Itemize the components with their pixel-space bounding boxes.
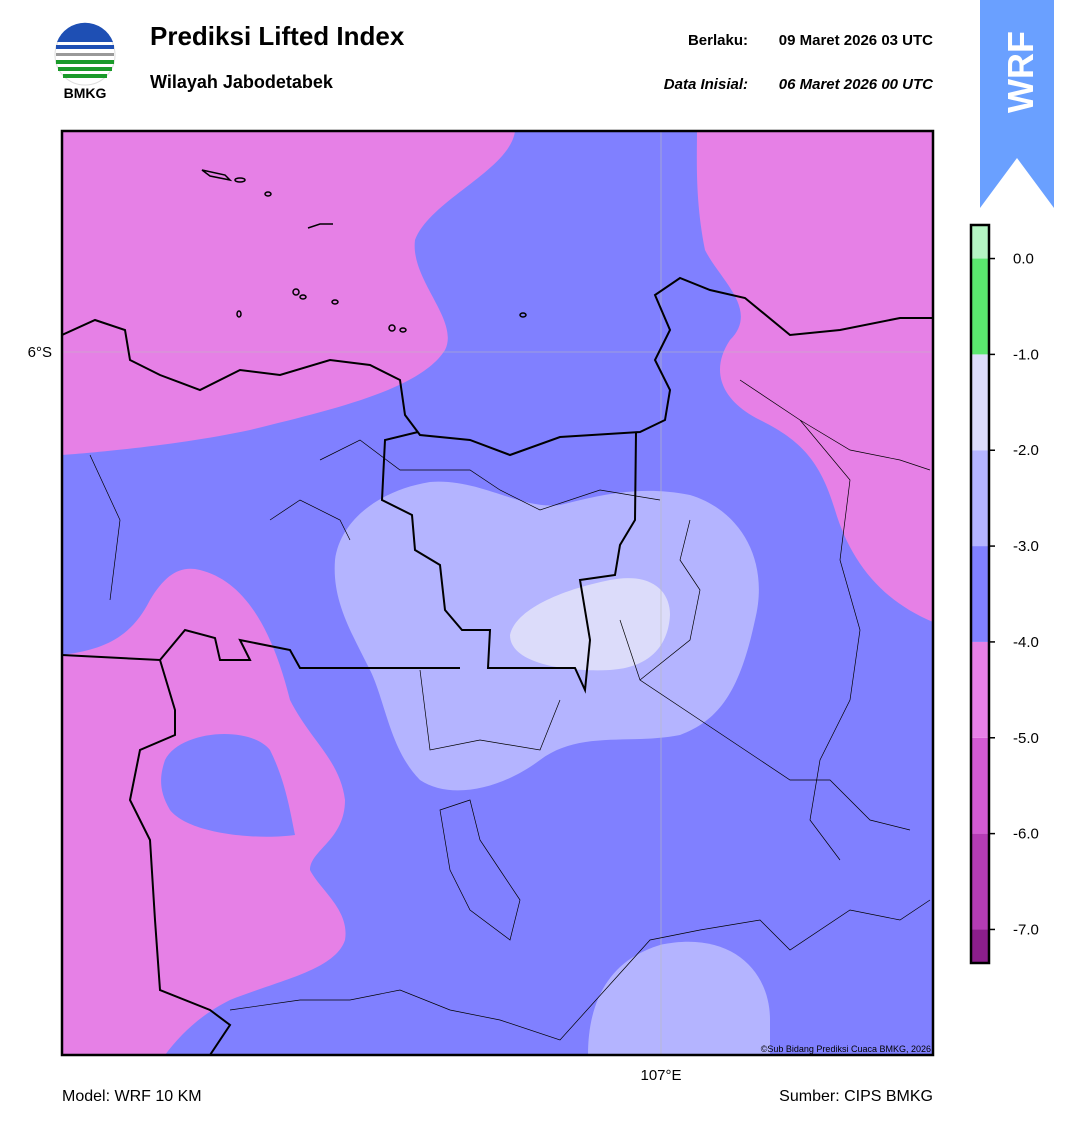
regency-border bbox=[89, 379, 931, 1041]
colorbar-tick-label: -5.0 bbox=[1013, 730, 1039, 747]
footer-source: Sumber: CIPS BMKG bbox=[779, 1088, 933, 1105]
field bbox=[588, 941, 770, 1055]
islands bbox=[201, 169, 527, 333]
badge-text: WRF bbox=[1000, 31, 1041, 113]
colorbar-segment bbox=[971, 929, 989, 963]
colorbar-tick-label: -4.0 bbox=[1013, 634, 1039, 651]
colorbar-tick-label: -7.0 bbox=[1013, 921, 1039, 938]
init-label: Data Inisial: bbox=[664, 76, 748, 93]
logo: BMKG bbox=[54, 22, 116, 101]
field bbox=[510, 578, 670, 671]
lon-label: 107°E bbox=[640, 1067, 681, 1084]
logo-text: BMKG bbox=[64, 85, 107, 101]
colorbar-tick-label: -2.0 bbox=[1013, 442, 1039, 459]
colorbar-segment bbox=[971, 833, 989, 930]
colorbar-segment bbox=[971, 641, 989, 738]
province-border bbox=[380, 431, 637, 694]
init-time: 06 Maret 2026 00 UTC bbox=[779, 76, 934, 93]
colorbar-tick-label: -1.0 bbox=[1013, 346, 1039, 363]
colorbar-segment bbox=[971, 225, 989, 259]
field bbox=[161, 733, 295, 837]
colorbar-tick-label: -6.0 bbox=[1013, 826, 1039, 843]
map bbox=[62, 131, 933, 1055]
field bbox=[696, 131, 933, 622]
colorbar-segment bbox=[971, 354, 989, 451]
title: Prediksi Lifted Index bbox=[150, 21, 405, 51]
colorbar-tick-label: 0.0 bbox=[1013, 251, 1034, 268]
colorbar-segment bbox=[971, 450, 989, 547]
badge bbox=[980, 0, 1054, 208]
coastline bbox=[62, 276, 933, 457]
colorbar-frame bbox=[969, 223, 991, 965]
province-border bbox=[62, 628, 460, 1055]
valid-label: Berlaku: bbox=[688, 32, 748, 49]
colorbar-tick-label: -3.0 bbox=[1013, 538, 1039, 555]
colorbar-segment bbox=[971, 546, 989, 642]
valid-time: 09 Maret 2026 03 UTC bbox=[779, 32, 933, 49]
field bbox=[62, 131, 515, 455]
colorbar-segment bbox=[971, 737, 989, 834]
footer-model: Model: WRF 10 KM bbox=[62, 1088, 202, 1105]
map-frame bbox=[60, 129, 935, 1057]
lat-label: 6°S bbox=[28, 344, 52, 361]
subtitle: Wilayah Jabodetabek bbox=[150, 72, 334, 92]
copyright: ©Sub Bidang Prediksi Cuaca BMKG, 2026 bbox=[761, 1044, 931, 1054]
colorbar-segment bbox=[971, 258, 989, 355]
